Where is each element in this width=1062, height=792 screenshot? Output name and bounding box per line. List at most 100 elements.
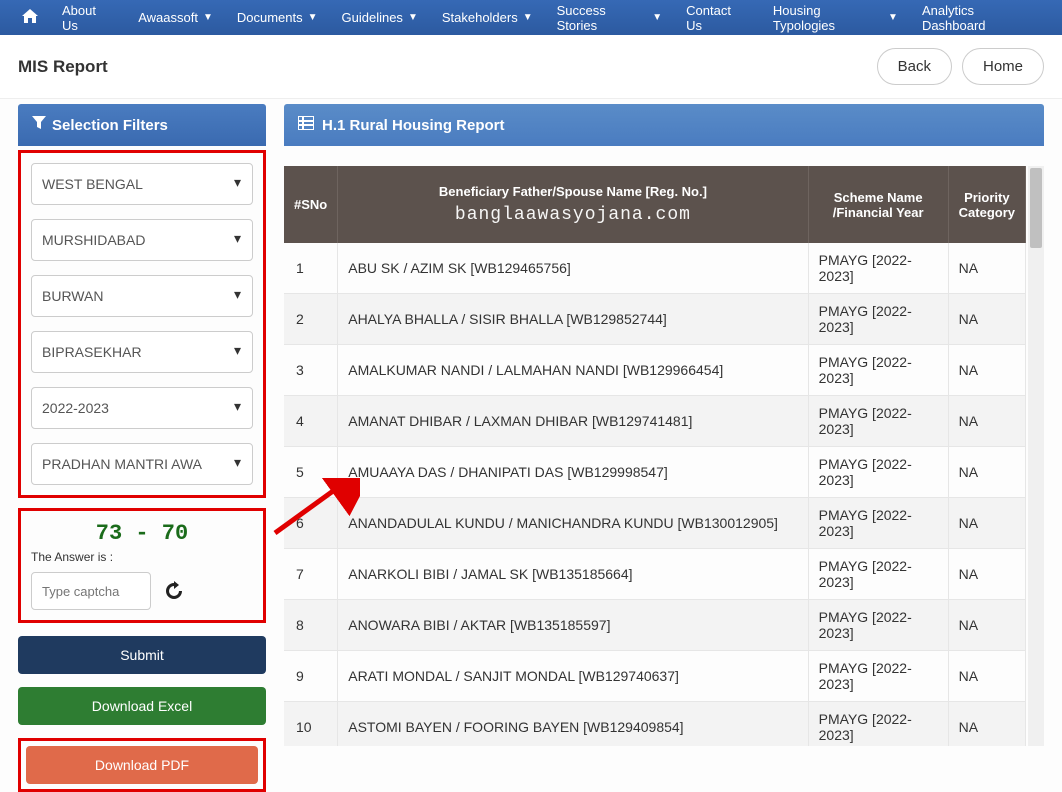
home-button[interactable]: Home (962, 48, 1044, 85)
analytics-dashboard-link[interactable]: Analytics Dashboard (910, 3, 1052, 33)
cell-scheme: PMAYG [2022-2023] (808, 498, 948, 549)
download-pdf-button[interactable]: Download PDF (26, 746, 258, 784)
cell-name: ARATI MONDAL / SANJIT MONDAL [WB12974063… (338, 651, 808, 702)
back-button[interactable]: Back (877, 48, 952, 85)
filter-box: WEST BENGAL MURSHIDABAD BURWAN BIPRASEKHAR 2… (18, 150, 266, 498)
report-table: #SNo Beneficiary Father/Spouse Name [Reg… (284, 166, 1026, 746)
cell-scheme: PMAYG [2022-2023] (808, 702, 948, 747)
cell-n: 7 (284, 549, 338, 600)
cell-name: AMUAAYA DAS / DHANIPATI DAS [WB129998547… (338, 447, 808, 498)
cell-name: ASTOMI BAYEN / FOORING BAYEN [WB12940985… (338, 702, 808, 747)
cell-n: 9 (284, 651, 338, 702)
filter-select-0[interactable]: WEST BENGAL (31, 163, 253, 205)
download-excel-button[interactable]: Download Excel (18, 687, 266, 725)
chevron-down-icon: ▼ (888, 12, 898, 23)
table-row: 9ARATI MONDAL / SANJIT MONDAL [WB1297406… (284, 651, 1026, 702)
nav-stakeholders[interactable]: Stakeholders▼ (430, 0, 545, 35)
cell-name: AMANAT DHIBAR / LAXMAN DHIBAR [WB1297414… (338, 396, 808, 447)
cell-n: 2 (284, 294, 338, 345)
nav-success-stories[interactable]: Success Stories▼ (545, 0, 675, 35)
vertical-scrollbar[interactable] (1028, 166, 1044, 746)
cell-scheme: PMAYG [2022-2023] (808, 345, 948, 396)
col-beneficiary: Beneficiary Father/Spouse Name [Reg. No.… (338, 166, 808, 243)
submit-button[interactable]: Submit (18, 636, 266, 674)
cell-scheme: PMAYG [2022-2023] (808, 651, 948, 702)
cell-cat: NA (948, 345, 1025, 396)
cell-name: ABU SK / AZIM SK [WB129465756] (338, 243, 808, 294)
cell-n: 3 (284, 345, 338, 396)
cell-name: ANANDADULAL KUNDU / MANICHANDRA KUNDU [W… (338, 498, 808, 549)
filter-icon (32, 116, 46, 134)
col-sno: #SNo (284, 166, 338, 243)
col-scheme: Scheme Name /Financial Year (808, 166, 948, 243)
chevron-down-icon: ▼ (408, 12, 418, 23)
pdf-highlight: Download PDF (18, 738, 266, 792)
table-row: 2AHALYA BHALLA / SISIR BHALLA [WB1298527… (284, 294, 1026, 345)
captcha-box: 73 - 70 The Answer is : (18, 508, 266, 623)
filter-select-2[interactable]: BURWAN (31, 275, 253, 317)
report-heading: H.1 Rural Housing Report (284, 104, 1044, 146)
cell-n: 6 (284, 498, 338, 549)
top-navbar: About UsAwaassoft▼Documents▼Guidelines▼S… (0, 0, 1062, 35)
table-row: 3AMALKUMAR NANDI / LALMAHAN NANDI [WB129… (284, 345, 1026, 396)
home-icon[interactable] (10, 9, 50, 26)
cell-cat: NA (948, 396, 1025, 447)
captcha-label: The Answer is : (31, 550, 253, 564)
cell-cat: NA (948, 294, 1025, 345)
table-row: 7ANARKOLI BIBI / JAMAL SK [WB135185664]P… (284, 549, 1026, 600)
table-row: 10ASTOMI BAYEN / FOORING BAYEN [WB129409… (284, 702, 1026, 747)
captcha-input[interactable] (31, 572, 151, 610)
refresh-icon[interactable] (163, 580, 185, 602)
table-row: 8ANOWARA BIBI / AKTAR [WB135185597]PMAYG… (284, 600, 1026, 651)
page-title: MIS Report (18, 57, 867, 77)
nav-documents[interactable]: Documents▼ (225, 0, 330, 35)
cell-cat: NA (948, 702, 1025, 747)
cell-cat: NA (948, 651, 1025, 702)
cell-name: ANARKOLI BIBI / JAMAL SK [WB135185664] (338, 549, 808, 600)
cell-scheme: PMAYG [2022-2023] (808, 396, 948, 447)
table-row: 5AMUAAYA DAS / DHANIPATI DAS [WB12999854… (284, 447, 1026, 498)
cell-name: AHALYA BHALLA / SISIR BHALLA [WB12985274… (338, 294, 808, 345)
nav-housing-typologies[interactable]: Housing Typologies▼ (761, 0, 910, 35)
cell-name: ANOWARA BIBI / AKTAR [WB135185597] (338, 600, 808, 651)
table-row: 1ABU SK / AZIM SK [WB129465756]PMAYG [20… (284, 243, 1026, 294)
filter-select-1[interactable]: MURSHIDABAD (31, 219, 253, 261)
nav-contact-us[interactable]: Contact Us (674, 0, 761, 35)
col-beneficiary-text: Beneficiary Father/Spouse Name [Reg. No.… (439, 184, 707, 199)
chevron-down-icon: ▼ (203, 12, 213, 23)
captcha-question: 73 - 70 (31, 521, 253, 546)
cell-scheme: PMAYG [2022-2023] (808, 447, 948, 498)
scrollbar-thumb[interactable] (1030, 168, 1042, 248)
chevron-down-icon: ▼ (308, 12, 318, 23)
report-heading-text: H.1 Rural Housing Report (322, 117, 505, 134)
nav-guidelines[interactable]: Guidelines▼ (330, 0, 430, 35)
filter-select-3[interactable]: BIPRASEKHAR (31, 331, 253, 373)
cell-name: AMALKUMAR NANDI / LALMAHAN NANDI [WB1299… (338, 345, 808, 396)
cell-scheme: PMAYG [2022-2023] (808, 600, 948, 651)
table-icon (298, 116, 314, 134)
cell-n: 1 (284, 243, 338, 294)
table-container: #SNo Beneficiary Father/Spouse Name [Reg… (284, 166, 1044, 746)
cell-cat: NA (948, 600, 1025, 651)
cell-cat: NA (948, 549, 1025, 600)
chevron-down-icon: ▼ (523, 12, 533, 23)
nav-about-us[interactable]: About Us (50, 0, 126, 35)
cell-cat: NA (948, 243, 1025, 294)
table-row: 4AMANAT DHIBAR / LAXMAN DHIBAR [WB129741… (284, 396, 1026, 447)
chevron-down-icon: ▼ (652, 12, 662, 23)
title-bar: MIS Report Back Home (0, 35, 1062, 99)
filter-select-5[interactable]: PRADHAN MANTRI AWA (31, 443, 253, 485)
report-panel: H.1 Rural Housing Report #SNo Beneficiar… (284, 104, 1044, 792)
cell-n: 5 (284, 447, 338, 498)
filters-heading: Selection Filters (18, 104, 266, 146)
cell-cat: NA (948, 498, 1025, 549)
col-priority: Priority Category (948, 166, 1025, 243)
cell-cat: NA (948, 447, 1025, 498)
cell-scheme: PMAYG [2022-2023] (808, 549, 948, 600)
filters-heading-text: Selection Filters (52, 117, 168, 134)
cell-n: 8 (284, 600, 338, 651)
filter-select-4[interactable]: 2022-2023 (31, 387, 253, 429)
nav-awaassoft[interactable]: Awaassoft▼ (126, 0, 225, 35)
cell-n: 4 (284, 396, 338, 447)
table-row: 6ANANDADULAL KUNDU / MANICHANDRA KUNDU [… (284, 498, 1026, 549)
